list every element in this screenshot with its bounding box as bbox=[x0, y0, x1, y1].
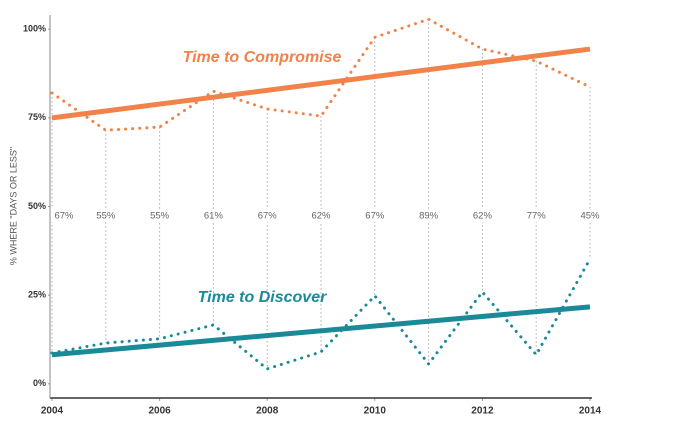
label-bg bbox=[415, 209, 442, 222]
dotted-series bbox=[50, 17, 592, 132]
label-bg bbox=[200, 209, 227, 222]
gap-label: 61% bbox=[204, 211, 224, 222]
label-bg bbox=[361, 209, 388, 222]
gap-label: 55% bbox=[96, 211, 116, 222]
gap-label: 62% bbox=[473, 211, 493, 222]
trend-line bbox=[51, 46, 591, 121]
gap-label: 89% bbox=[419, 211, 439, 222]
label-bg bbox=[577, 209, 603, 222]
series-label: Time to Discover bbox=[198, 289, 327, 306]
y-tick-label: 100% bbox=[23, 24, 46, 34]
series-label: Time to Compromise bbox=[183, 49, 342, 66]
y-tick-label: 0% bbox=[33, 378, 46, 388]
x-tick-label: 2010 bbox=[364, 406, 387, 417]
trend-line bbox=[51, 304, 591, 358]
label-bg bbox=[523, 209, 550, 222]
gap-label: 62% bbox=[311, 211, 331, 222]
x-tick-label: 2006 bbox=[148, 406, 171, 417]
label-bg bbox=[469, 209, 496, 222]
gap-label: 67% bbox=[54, 211, 74, 222]
label-bg bbox=[146, 209, 173, 222]
y-tick-label: 25% bbox=[28, 290, 46, 300]
y-tick-label: 75% bbox=[28, 112, 46, 122]
x-tick-label: 2008 bbox=[256, 406, 279, 417]
gap-label: 67% bbox=[258, 211, 278, 222]
dotted-series bbox=[50, 257, 592, 371]
gap-label: 67% bbox=[365, 211, 385, 222]
y-tick-label: 50% bbox=[28, 201, 46, 211]
x-tick-label: 2014 bbox=[579, 406, 602, 417]
x-tick-label: 2012 bbox=[471, 406, 494, 417]
y-axis-label: % WHERE "DAYS OR LESS" bbox=[8, 147, 18, 265]
gap-label: 77% bbox=[527, 211, 547, 222]
label-bg bbox=[92, 209, 119, 222]
gap-label: 55% bbox=[150, 211, 170, 222]
label-bg bbox=[254, 209, 281, 222]
label-bg bbox=[308, 209, 334, 222]
label-bg bbox=[51, 209, 77, 222]
gap-label: 45% bbox=[580, 211, 600, 222]
x-tick-label: 2004 bbox=[41, 406, 64, 417]
